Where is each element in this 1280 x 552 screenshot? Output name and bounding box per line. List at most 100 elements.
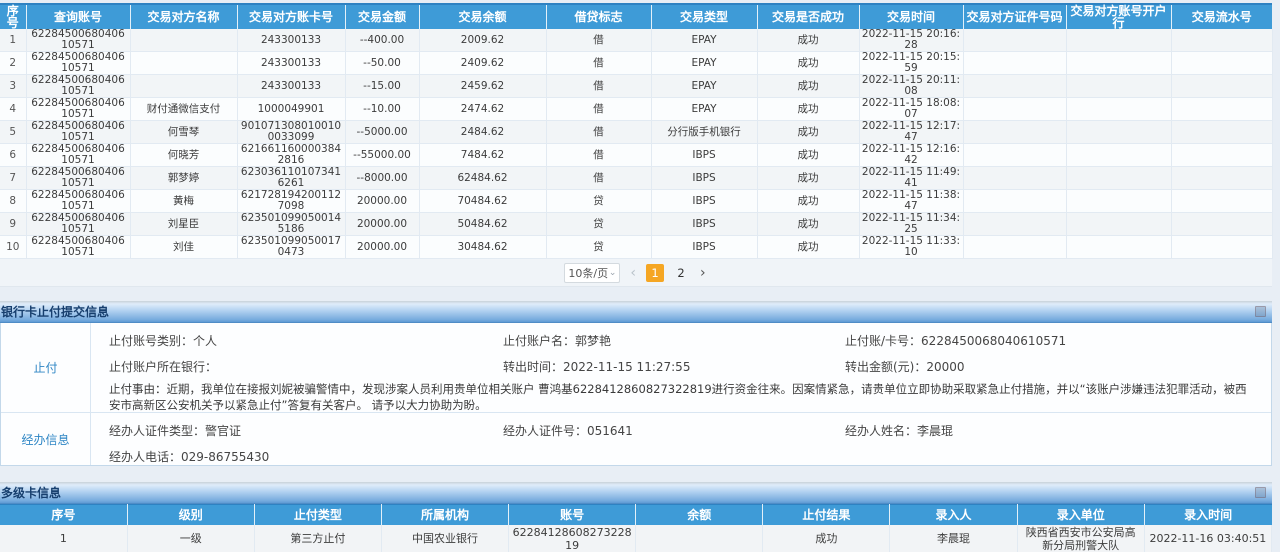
transaction-row[interactable]: 6 6228450068040610571 何晓芳 62166116000038… bbox=[0, 143, 1273, 167]
page-2-button[interactable]: 2 bbox=[677, 265, 685, 280]
cell-txn-type: EPAY bbox=[651, 74, 758, 98]
cell-txn-time: 2022-11-15 11:49:41 bbox=[859, 166, 964, 190]
stop-payment-card: 止付 止付账号类别：个人 止付账户名：郭梦艳 止付账/卡号：6228450068… bbox=[0, 323, 1272, 466]
cell-debit-credit-flag: 借 bbox=[546, 97, 652, 121]
cell-seq: 8 bbox=[0, 189, 27, 213]
page-1-button[interactable]: 1 bbox=[646, 263, 664, 282]
collapse-icon[interactable] bbox=[1255, 306, 1266, 317]
stop-payment-section-title: 银行卡止付提交信息 bbox=[1, 305, 110, 319]
cell-seq: 1 bbox=[0, 524, 128, 552]
column-header-counterparty-bank: 交易对方账号开户行 bbox=[1066, 3, 1172, 29]
cell-counterparty-bank bbox=[1066, 189, 1172, 213]
cell-amount: 20000.00 bbox=[345, 212, 420, 236]
cell-txn-time: 2022-11-15 11:33:10 bbox=[859, 235, 964, 259]
column-header-stop-type: 止付类型 bbox=[254, 504, 382, 525]
cell-counterparty-id bbox=[963, 143, 1067, 167]
cell-counterparty-id bbox=[963, 120, 1067, 144]
column-header-counterparty-id: 交易对方证件号码 bbox=[963, 3, 1067, 29]
cell-counterparty-card: 6235010990500170473 bbox=[237, 235, 346, 259]
cell-counterparty-id bbox=[963, 235, 1067, 259]
transaction-row[interactable]: 7 6228450068040610571 郭梦婷 62303611010734… bbox=[0, 166, 1273, 190]
cell-balance: 50484.62 bbox=[419, 212, 547, 236]
cell-txn-serial bbox=[1171, 212, 1273, 236]
cell-seq: 9 bbox=[0, 212, 27, 236]
transaction-row[interactable]: 9 6228450068040610571 刘星臣 62350109905001… bbox=[0, 212, 1273, 236]
cell-counterparty-name bbox=[130, 29, 238, 52]
transaction-row[interactable]: 2 6228450068040610571 243300133 --50.00 … bbox=[0, 51, 1273, 75]
cell-query-account: 6228450068040610571 bbox=[26, 120, 131, 144]
cell-counterparty-card: 243300133 bbox=[237, 74, 346, 98]
field-account-type: 止付账号类别：个人 bbox=[109, 333, 218, 348]
cell-counterparty-name: 何晓芳 bbox=[130, 143, 238, 167]
cell-level: 一级 bbox=[127, 524, 255, 552]
column-header-entry-unit: 录入单位 bbox=[1017, 504, 1145, 525]
column-header-counterparty-card: 交易对方账卡号 bbox=[237, 3, 346, 29]
column-header-txn-time: 交易时间 bbox=[859, 3, 964, 29]
multi-card-row[interactable]: 1 一级 第三方止付 中国农业银行 6228412860827322819 成功… bbox=[0, 524, 1273, 552]
cell-balance: 2409.62 bbox=[419, 51, 547, 75]
transaction-row[interactable]: 1 6228450068040610571 243300133 --400.00… bbox=[0, 29, 1273, 52]
cell-counterparty-card: 6217281942001127098 bbox=[237, 189, 346, 213]
next-page-button[interactable]: › bbox=[700, 264, 706, 281]
cell-balance: 2009.62 bbox=[419, 29, 547, 52]
field-card-no: 止付账/卡号：6228450068040610571 bbox=[845, 333, 1067, 348]
cell-seq: 4 bbox=[0, 97, 27, 121]
cell-txn-time: 2022-11-15 11:34:25 bbox=[859, 212, 964, 236]
cell-debit-credit-flag: 借 bbox=[546, 120, 652, 144]
cell-txn-success: 成功 bbox=[757, 166, 860, 190]
collapse-icon[interactable] bbox=[1255, 487, 1266, 498]
column-header-txn-serial: 交易流水号 bbox=[1171, 3, 1272, 29]
cell-entry-time: 2022-11-16 03:40:51 bbox=[1144, 524, 1273, 552]
cell-txn-success: 成功 bbox=[757, 212, 860, 236]
cell-stop-type: 第三方止付 bbox=[254, 524, 382, 552]
column-header-level: 级别 bbox=[127, 504, 255, 525]
cell-counterparty-bank bbox=[1066, 212, 1172, 236]
cell-txn-serial bbox=[1171, 120, 1273, 144]
field-account-name: 止付账户名：郭梦艳 bbox=[503, 333, 612, 348]
cell-debit-credit-flag: 贷 bbox=[546, 189, 652, 213]
stop-payment-reason-text: 止付事由：近期，我单位在接报刘妮被骗警情中，发现涉案人员利用贵单位相关账户 曹鸿… bbox=[109, 382, 1247, 412]
transactions-table: 序号 查询账号 交易对方名称 交易对方账卡号 交易金额 交易余额 借贷标志 交易… bbox=[0, 3, 1273, 259]
cell-txn-serial bbox=[1171, 143, 1273, 167]
page-size-label: 10条/页 bbox=[568, 266, 609, 280]
column-header-balance: 余额 bbox=[635, 504, 764, 525]
cell-counterparty-card: 243300133 bbox=[237, 29, 346, 52]
prev-page-button[interactable]: ‹ bbox=[630, 264, 636, 281]
cell-txn-type: IBPS bbox=[651, 235, 758, 259]
cell-txn-success: 成功 bbox=[757, 74, 860, 98]
cell-amount: --5000.00 bbox=[345, 120, 420, 144]
cell-balance: 2474.62 bbox=[419, 97, 547, 121]
cell-balance bbox=[635, 524, 764, 552]
cell-txn-serial bbox=[1171, 29, 1273, 52]
cell-counterparty-card: 6216611600003842816 bbox=[237, 143, 346, 167]
cell-txn-success: 成功 bbox=[757, 97, 860, 121]
cell-debit-credit-flag: 贷 bbox=[546, 235, 652, 259]
page-size-select[interactable]: 10条/页 ⌄ bbox=[564, 262, 621, 283]
cell-balance: 30484.62 bbox=[419, 235, 547, 259]
cell-txn-type: EPAY bbox=[651, 97, 758, 121]
cell-query-account: 6228450068040610571 bbox=[26, 97, 131, 121]
cell-txn-serial bbox=[1171, 189, 1273, 213]
cell-query-account: 6228450068040610571 bbox=[26, 29, 131, 52]
cell-seq: 10 bbox=[0, 235, 27, 259]
transaction-row[interactable]: 8 6228450068040610571 黄梅 621728194200112… bbox=[0, 189, 1273, 213]
field-operator-phone: 经办人电话：029-86755430 bbox=[109, 449, 270, 464]
transaction-row[interactable]: 5 6228450068040610571 何雪琴 90107130801001… bbox=[0, 120, 1273, 144]
cell-counterparty-name bbox=[130, 74, 238, 98]
cell-txn-serial bbox=[1171, 166, 1273, 190]
cell-txn-type: EPAY bbox=[651, 29, 758, 52]
cell-txn-serial bbox=[1171, 74, 1273, 98]
cell-txn-time: 2022-11-15 20:11:08 bbox=[859, 74, 964, 98]
cell-query-account: 6228450068040610571 bbox=[26, 74, 131, 98]
transaction-row[interactable]: 4 6228450068040610571 财付通微信支付 1000049901… bbox=[0, 97, 1273, 121]
multi-card-section-bar: 多级卡信息 bbox=[0, 482, 1272, 504]
cell-seq: 7 bbox=[0, 166, 27, 190]
cell-stop-result: 成功 bbox=[762, 524, 891, 552]
cell-amount: --400.00 bbox=[345, 29, 420, 52]
cell-amount: --55000.00 bbox=[345, 143, 420, 167]
transaction-row[interactable]: 3 6228450068040610571 243300133 --15.00 … bbox=[0, 74, 1273, 98]
multi-card-header-row: 序号 级别 止付类型 所属机构 账号 余额 止付结果 录入人 录入单位 录入时间 bbox=[0, 504, 1272, 525]
cell-txn-time: 2022-11-15 20:15:59 bbox=[859, 51, 964, 75]
transaction-row[interactable]: 10 6228450068040610571 刘佳 62350109905001… bbox=[0, 235, 1273, 259]
